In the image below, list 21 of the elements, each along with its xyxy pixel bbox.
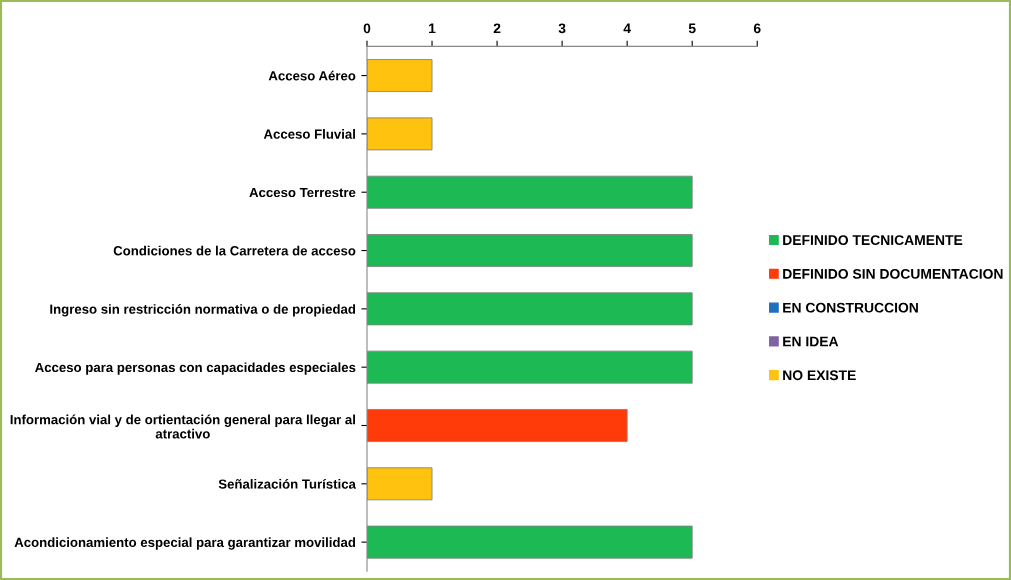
legend-label: DEFINIDO TECNICAMENTE xyxy=(783,235,963,246)
y-tick-label: Acceso Terrestre xyxy=(249,187,356,198)
x-tick-label: 3 xyxy=(558,23,566,34)
y-tick-label: Información vial y de ortientación general para llegar al atractivo xyxy=(10,414,355,439)
x-tick-label: 4 xyxy=(623,23,631,34)
y-tick-label: Acceso Aéreo xyxy=(268,70,356,81)
y-tick-label: Acondicionamiento especial para garantizar movilidad xyxy=(14,537,356,550)
x-tick-label: 0 xyxy=(363,23,371,34)
legend-label: EN IDEA xyxy=(783,336,839,347)
y-tick-label: Acceso para personas con capacidades especiales xyxy=(35,362,356,375)
y-tick-label: Señalización Turística xyxy=(218,478,356,489)
y-tick-label: Ingreso sin restricción normativa o de propiedad xyxy=(50,304,356,317)
x-tick-label: 5 xyxy=(688,23,696,34)
x-tick-label: 6 xyxy=(753,23,761,34)
legend-label: EN CONSTRUCCION xyxy=(783,302,918,313)
y-tick-label: Condiciones de la Carretera de acceso xyxy=(113,245,356,256)
legend-label: DEFINIDO SIN DOCUMENTACION xyxy=(783,268,1003,279)
y-tick-label: Acceso Fluvial xyxy=(263,129,355,139)
legend-label: NO EXISTE xyxy=(783,370,856,381)
x-tick-label: 2 xyxy=(493,23,501,34)
x-tick-label: 1 xyxy=(429,23,436,34)
